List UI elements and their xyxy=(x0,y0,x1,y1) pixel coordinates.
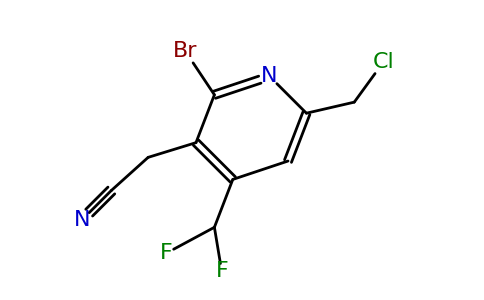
Text: Br: Br xyxy=(173,40,197,61)
Text: N: N xyxy=(74,210,90,230)
Text: F: F xyxy=(160,243,173,263)
Text: F: F xyxy=(215,262,228,281)
Text: N: N xyxy=(261,66,278,86)
Text: Cl: Cl xyxy=(373,52,394,72)
